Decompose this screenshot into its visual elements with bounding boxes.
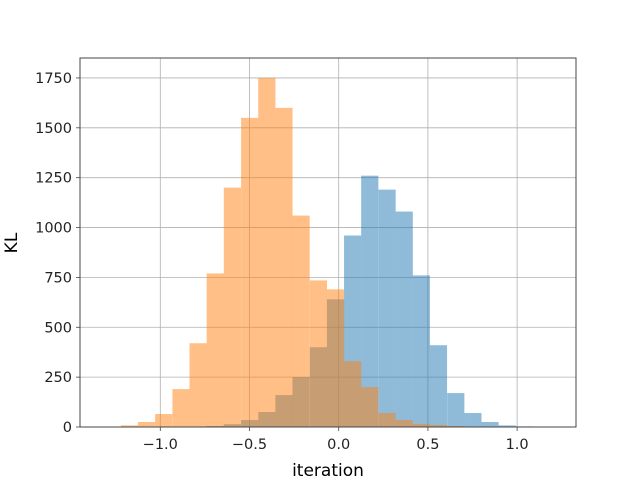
y-tick-label-6: 1500 — [35, 121, 72, 137]
y-tick-label-2: 500 — [44, 320, 72, 336]
bar-series1-15 — [447, 393, 465, 427]
bar-series2-10 — [292, 215, 310, 427]
bar-series2-4 — [189, 343, 207, 427]
x-axis-label: iteration — [292, 461, 364, 480]
plot-frame — [79, 57, 577, 428]
bar-series2-1 — [137, 422, 156, 427]
bar-series2-17 — [412, 424, 430, 427]
bar-series1-13 — [412, 275, 430, 427]
bar-series2-0 — [120, 425, 139, 427]
bar-series2-18 — [429, 425, 448, 427]
x-axis-ticks: −1.0 −0.5 0.0 0.5 1.0 — [143, 427, 529, 453]
y-tick-label-1: 250 — [44, 370, 72, 386]
y-tick-label-7: 1750 — [35, 71, 72, 87]
bar-series1-17 — [481, 422, 499, 427]
bar-series1-11 — [378, 189, 396, 427]
x-tick-label-2: 0.0 — [327, 437, 350, 453]
y-tick-label-4: 1000 — [35, 221, 72, 237]
y-tick-label-5: 1250 — [35, 171, 72, 187]
bar-series2-15 — [378, 413, 396, 427]
bar-series2-7 — [241, 117, 259, 428]
y-tick-label-0: 0 — [63, 420, 72, 436]
x-tick-label-3: 0.5 — [416, 437, 439, 453]
y-axis-ticks: 0 250 500 750 1000 1250 1500 1750 — [35, 71, 80, 436]
bar-series1-12 — [395, 211, 413, 427]
bar-series2-12 — [326, 289, 345, 427]
bar-series2-2 — [155, 414, 173, 427]
bar-series2-14 — [361, 387, 379, 427]
bar-series2-8 — [258, 77, 276, 427]
bar-series2-3 — [172, 389, 190, 427]
bar-series2-13 — [344, 361, 362, 427]
bar-series2-16 — [395, 420, 413, 427]
x-tick-label-1: −0.5 — [232, 437, 267, 453]
bar-series2-9 — [275, 107, 293, 427]
y-tick-label-3: 750 — [44, 270, 72, 286]
y-axis-label: KL — [2, 232, 22, 253]
bar-series1-16 — [464, 413, 482, 427]
bar-series2-5 — [206, 273, 224, 427]
bar-series2-11 — [309, 280, 327, 427]
histogram-bars — [120, 77, 551, 428]
x-tick-label-4: 1.0 — [506, 437, 529, 453]
bar-series1-14 — [429, 345, 448, 427]
bar-series1-10 — [361, 175, 379, 427]
x-tick-label-0: −1.0 — [143, 437, 178, 453]
bar-series2-6 — [223, 187, 241, 427]
bar-series1-18 — [498, 425, 516, 427]
